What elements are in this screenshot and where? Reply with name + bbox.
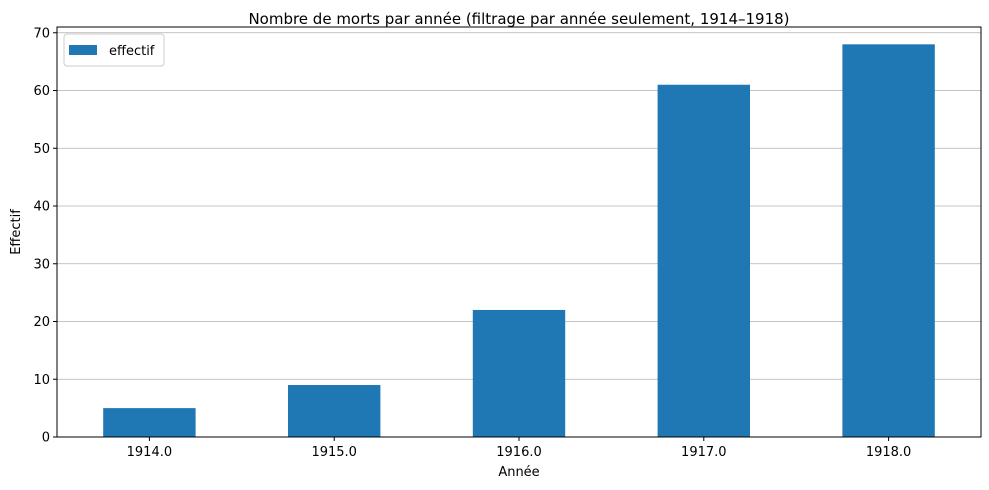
x-tick-label: 1915.0 — [311, 445, 357, 460]
y-tick-label: 70 — [33, 26, 50, 41]
bar-1915.0 — [288, 385, 381, 437]
x-axis-ticks: 1914.0 1915.0 1916.0 1917.0 1918.0 — [127, 437, 912, 460]
y-tick-label: 60 — [33, 84, 50, 99]
y-axis-label: Effectif — [9, 209, 24, 255]
y-tick-label: 40 — [33, 200, 50, 215]
y-tick-label: 30 — [33, 257, 50, 272]
x-tick-label: 1917.0 — [681, 445, 727, 460]
x-axis-label: Année — [498, 465, 539, 480]
bar-1914.0 — [103, 408, 196, 437]
legend-swatch — [69, 45, 97, 55]
legend: effectif — [63, 33, 165, 67]
chart-title: Nombre de morts par année (filtrage par … — [248, 10, 789, 28]
x-tick-label: 1914.0 — [127, 445, 173, 460]
x-tick-label: 1916.0 — [496, 445, 542, 460]
bar-1916.0 — [472, 309, 566, 437]
legend-label: effectif — [109, 44, 155, 59]
x-tick-label: 1918.0 — [866, 445, 912, 460]
y-tick-label: 50 — [33, 142, 50, 157]
bars — [103, 44, 935, 438]
bar-1917.0 — [657, 84, 750, 438]
y-tick-label: 20 — [33, 315, 50, 330]
bar-1918.0 — [842, 44, 935, 437]
legend-box — [63, 33, 165, 67]
y-axis-ticks: 0 10 20 30 40 50 60 70 — [33, 26, 57, 446]
y-tick-label: 10 — [33, 373, 50, 388]
y-tick-label: 0 — [42, 431, 50, 446]
